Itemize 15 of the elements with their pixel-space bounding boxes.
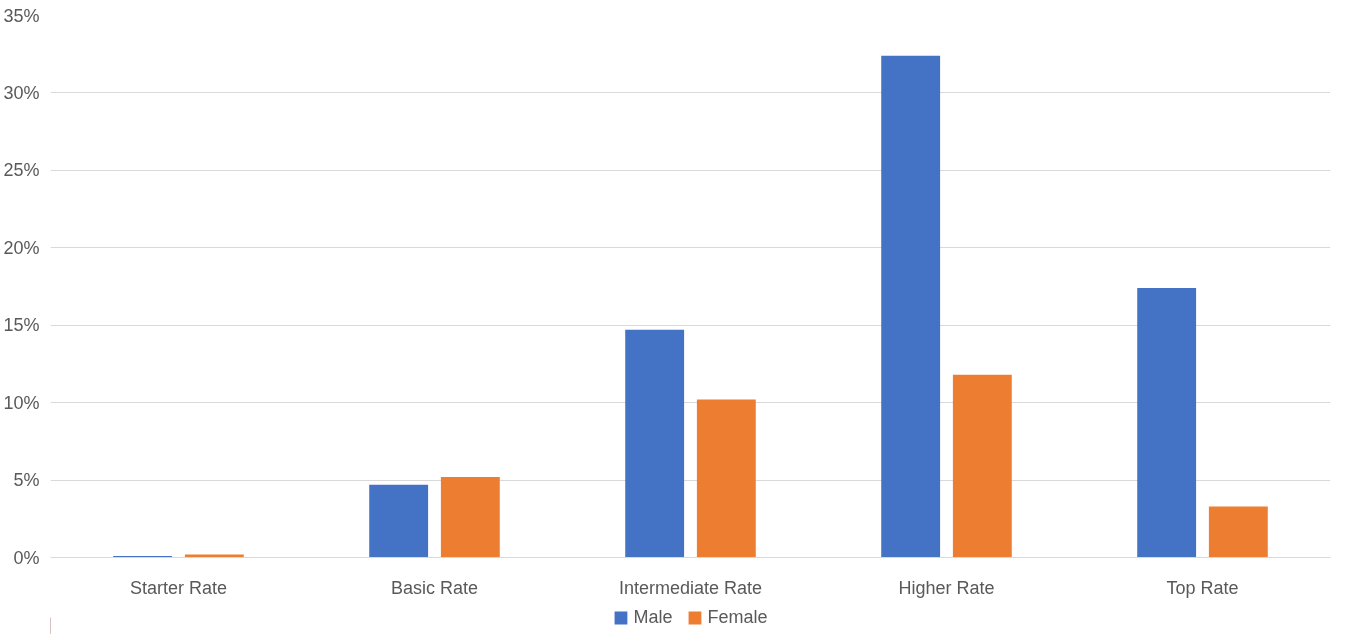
y-tick-label: 15% [3, 315, 40, 336]
legend-label: Female [707, 606, 768, 628]
x-tick-label: Intermediate Rate [618, 577, 763, 598]
x-tick-label: Top Rate [1166, 577, 1239, 598]
y-tick-label: 10% [3, 392, 40, 413]
x-tick-label: Starter Rate [129, 577, 228, 598]
y-tick-label: 35% [3, 5, 40, 26]
x-tick-label: Higher Rate [898, 577, 995, 598]
y-tick-label: 5% [13, 470, 40, 491]
y-tick-label: 30% [3, 82, 40, 103]
y-tick-label: 20% [3, 237, 40, 258]
legend-label: Male [633, 606, 673, 628]
y-tick-label: 0% [13, 547, 40, 568]
y-tick-label: 25% [3, 160, 40, 181]
x-tick-label: Basic Rate [390, 577, 479, 598]
